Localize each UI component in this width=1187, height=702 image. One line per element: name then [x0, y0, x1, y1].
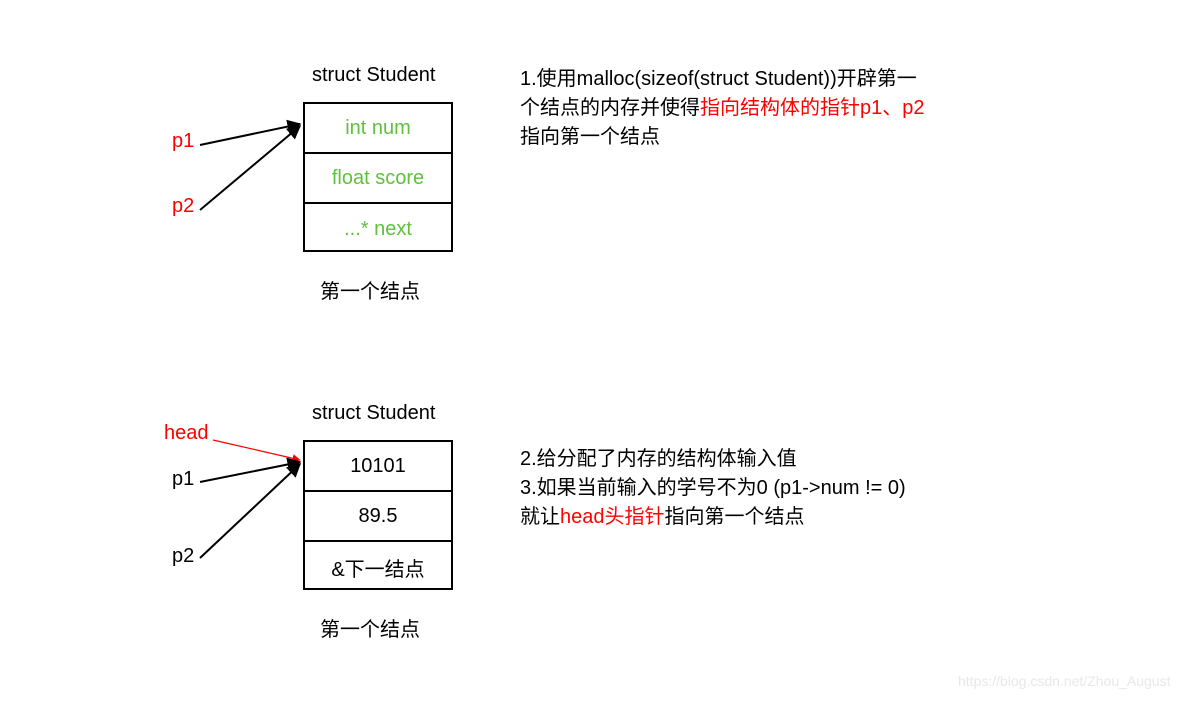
step2-cell-2: &下一结点: [305, 542, 451, 592]
step2-ptr-p1: p1: [172, 468, 194, 491]
step1-cell-1: float score: [305, 154, 451, 204]
step2-cell-0: 10101: [305, 442, 451, 492]
step2-caption: 第一个结点: [320, 613, 420, 642]
step2-cell-1: 89.5: [305, 492, 451, 542]
step1-ptr-p1: p1: [172, 130, 194, 153]
step2-desc: 2.给分配了内存的结构体输入值3.如果当前输入的学号不为0 (p1->num !…: [520, 445, 906, 532]
step1-cell-2: ...* next: [305, 204, 451, 254]
diagram-canvas: struct Student int num float score ...* …: [0, 0, 1187, 702]
watermark: https://blog.csdn.net/Zhou_August: [958, 673, 1170, 689]
step2-ptr-p2: p2: [172, 545, 194, 568]
step2-ptr-head: head: [164, 422, 209, 445]
step1-struct-title: struct Student: [312, 64, 435, 87]
step1-desc: 1.使用malloc(sizeof(struct Student))开辟第一个结…: [520, 65, 925, 152]
step1-cell-0: int num: [305, 104, 451, 154]
step1-ptr-p2: p2: [172, 195, 194, 218]
step1-caption: 第一个结点: [320, 275, 420, 304]
step2-node-box: 10101 89.5 &下一结点: [303, 440, 453, 590]
step2-struct-title: struct Student: [312, 402, 435, 425]
step1-node-box: int num float score ...* next: [303, 102, 453, 252]
arrow-lines: [200, 124, 300, 558]
